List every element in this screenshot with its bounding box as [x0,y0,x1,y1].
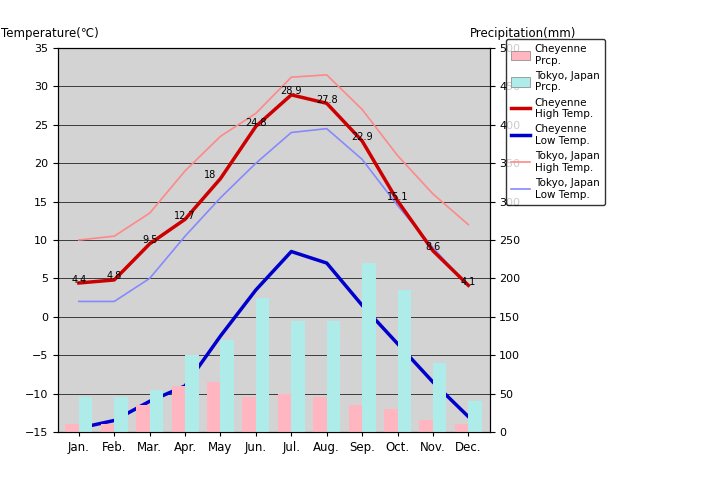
Bar [292,321,305,432]
Bar [455,424,468,432]
Bar [101,424,114,432]
Text: 8.6: 8.6 [426,242,441,252]
Bar [362,263,376,432]
Bar [433,363,446,432]
Bar [185,355,199,432]
Text: 9.5: 9.5 [142,235,158,245]
Bar [136,405,150,432]
Text: 4.8: 4.8 [107,272,122,281]
Text: 12.7: 12.7 [174,211,196,221]
Text: 4.4: 4.4 [71,275,86,285]
Bar [327,321,340,432]
Text: 28.9: 28.9 [281,86,302,96]
Text: 18: 18 [204,170,216,180]
Bar [384,409,397,432]
Bar [468,401,482,432]
Bar [207,382,220,432]
Text: Precipitation(mm): Precipitation(mm) [469,27,576,40]
Bar [66,424,79,432]
Text: 27.8: 27.8 [316,95,338,105]
Bar [220,340,234,432]
Bar [313,397,327,432]
Text: 15.1: 15.1 [387,192,408,203]
Bar [114,397,127,432]
Bar [150,390,163,432]
Text: 24.8: 24.8 [245,118,266,128]
Bar [278,394,292,432]
Legend: Cheyenne
Prcp., Tokyo, Japan
Prcp., Cheyenne
High Temp., Cheyenne
Low Temp., Tok: Cheyenne Prcp., Tokyo, Japan Prcp., Chey… [505,39,605,205]
Bar [171,386,185,432]
Text: 22.9: 22.9 [351,132,373,143]
Bar [243,397,256,432]
Bar [348,405,362,432]
Bar [397,290,411,432]
Text: 4.1: 4.1 [461,277,476,287]
Bar [256,298,269,432]
Text: Temperature(℃): Temperature(℃) [1,27,99,40]
Bar [420,420,433,432]
Bar [79,397,92,432]
